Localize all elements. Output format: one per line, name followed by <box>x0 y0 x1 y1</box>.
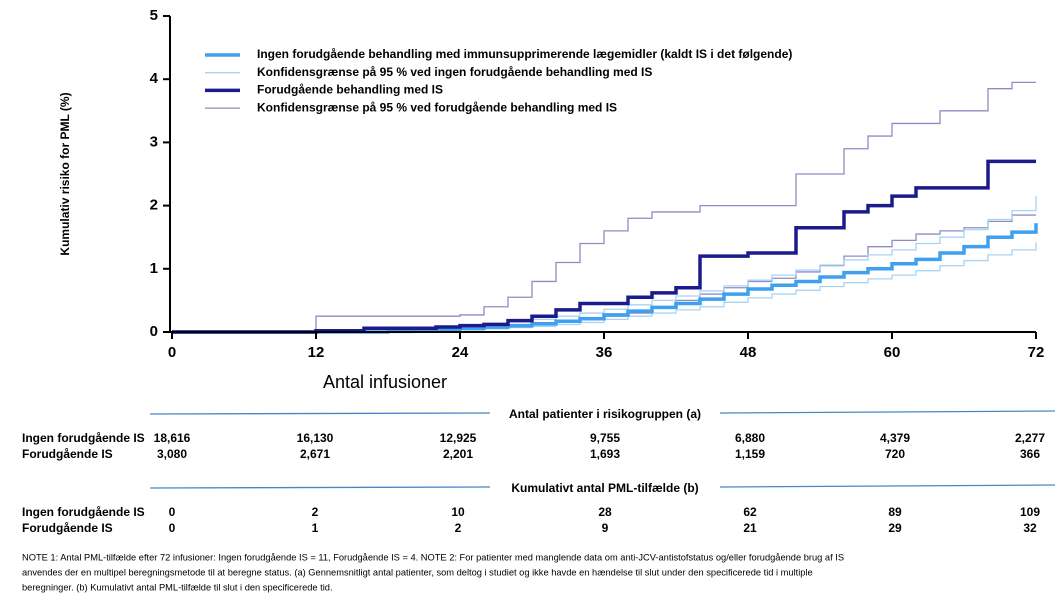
table-cell: 12,925 <box>440 431 477 445</box>
table-cell: 89 <box>888 505 902 519</box>
row-label: Forudgående IS <box>22 521 113 535</box>
y-tick-label: 0 <box>150 323 158 340</box>
table-cell: 29 <box>888 521 902 535</box>
table-cell: 32 <box>1023 521 1037 535</box>
table-cell: 9,755 <box>590 431 620 445</box>
x-tick-label: 12 <box>308 344 325 361</box>
table-cell: 4,379 <box>880 431 910 445</box>
legend-label: Konfidensgrænse på 95 % ved forudgående … <box>257 100 617 114</box>
table-cell: 18,616 <box>154 431 191 445</box>
y-tick-label: 1 <box>150 260 158 277</box>
table-cell: 0 <box>169 521 176 535</box>
table-title: Antal patienter i risikogruppen (a) <box>509 407 701 421</box>
series-line <box>172 81 1036 333</box>
footnote: beregninger. (b) Kumulativt antal PML-ti… <box>22 582 333 592</box>
table-cell: 62 <box>743 505 757 519</box>
row-label: Ingen forudgående IS <box>22 505 145 519</box>
table-rule <box>149 486 491 489</box>
x-axis-label: Antal infusioner <box>323 372 447 392</box>
series-line <box>172 159 1036 334</box>
x-tick-label: 48 <box>740 344 757 361</box>
table-cell: 16,130 <box>297 431 334 445</box>
table-cell: 366 <box>1020 447 1040 461</box>
x-tick-label: 60 <box>884 344 901 361</box>
table-cell: 2,277 <box>1015 431 1045 445</box>
footnote: NOTE 1: Antal PML-tilfælde efter 72 infu… <box>22 552 844 562</box>
table-cell: 2,671 <box>300 447 330 461</box>
table-cell: 9 <box>602 521 609 535</box>
table-title: Kumulativt antal PML-tilfælde (b) <box>511 481 698 495</box>
table-cell: 6,880 <box>735 431 765 445</box>
table-rule <box>149 412 491 415</box>
table-cell: 1,159 <box>735 447 765 461</box>
table-cell: 28 <box>598 505 612 519</box>
table-cell: 3,080 <box>157 447 187 461</box>
table-rule <box>719 484 1056 488</box>
table-cell: 2 <box>312 505 319 519</box>
x-tick-label: 72 <box>1028 344 1045 361</box>
legend-label: Konfidensgrænse på 95 % ved ingen forudg… <box>257 65 652 79</box>
footnote: anvendes der en multipel beregningsmetod… <box>22 567 813 577</box>
table-cell: 21 <box>743 521 757 535</box>
table-cell: 10 <box>451 505 465 519</box>
x-tick-label: 0 <box>168 344 176 361</box>
y-tick-label: 3 <box>150 133 158 150</box>
table-rule <box>719 410 1056 414</box>
y-axis-label: Kumulativ risiko for PML (%) <box>58 92 72 255</box>
y-tick-label: 2 <box>150 197 158 214</box>
table-cell: 2 <box>455 521 462 535</box>
table-cell: 109 <box>1020 505 1040 519</box>
x-tick-label: 24 <box>452 344 469 361</box>
legend-label: Ingen forudgående behandling med immunsu… <box>257 47 792 61</box>
table-cell: 1 <box>312 521 319 535</box>
y-tick-label: 4 <box>150 70 159 87</box>
x-tick-label: 36 <box>596 344 613 361</box>
table-cell: 1,693 <box>590 447 620 461</box>
row-label: Forudgående IS <box>22 447 113 461</box>
y-tick-label: 5 <box>150 7 158 24</box>
table-cell: 2,201 <box>443 447 473 461</box>
legend-label: Forudgående behandling med IS <box>257 83 443 97</box>
table-cell: 720 <box>885 447 905 461</box>
row-label: Ingen forudgående IS <box>22 431 145 445</box>
table-cell: 0 <box>169 505 176 519</box>
